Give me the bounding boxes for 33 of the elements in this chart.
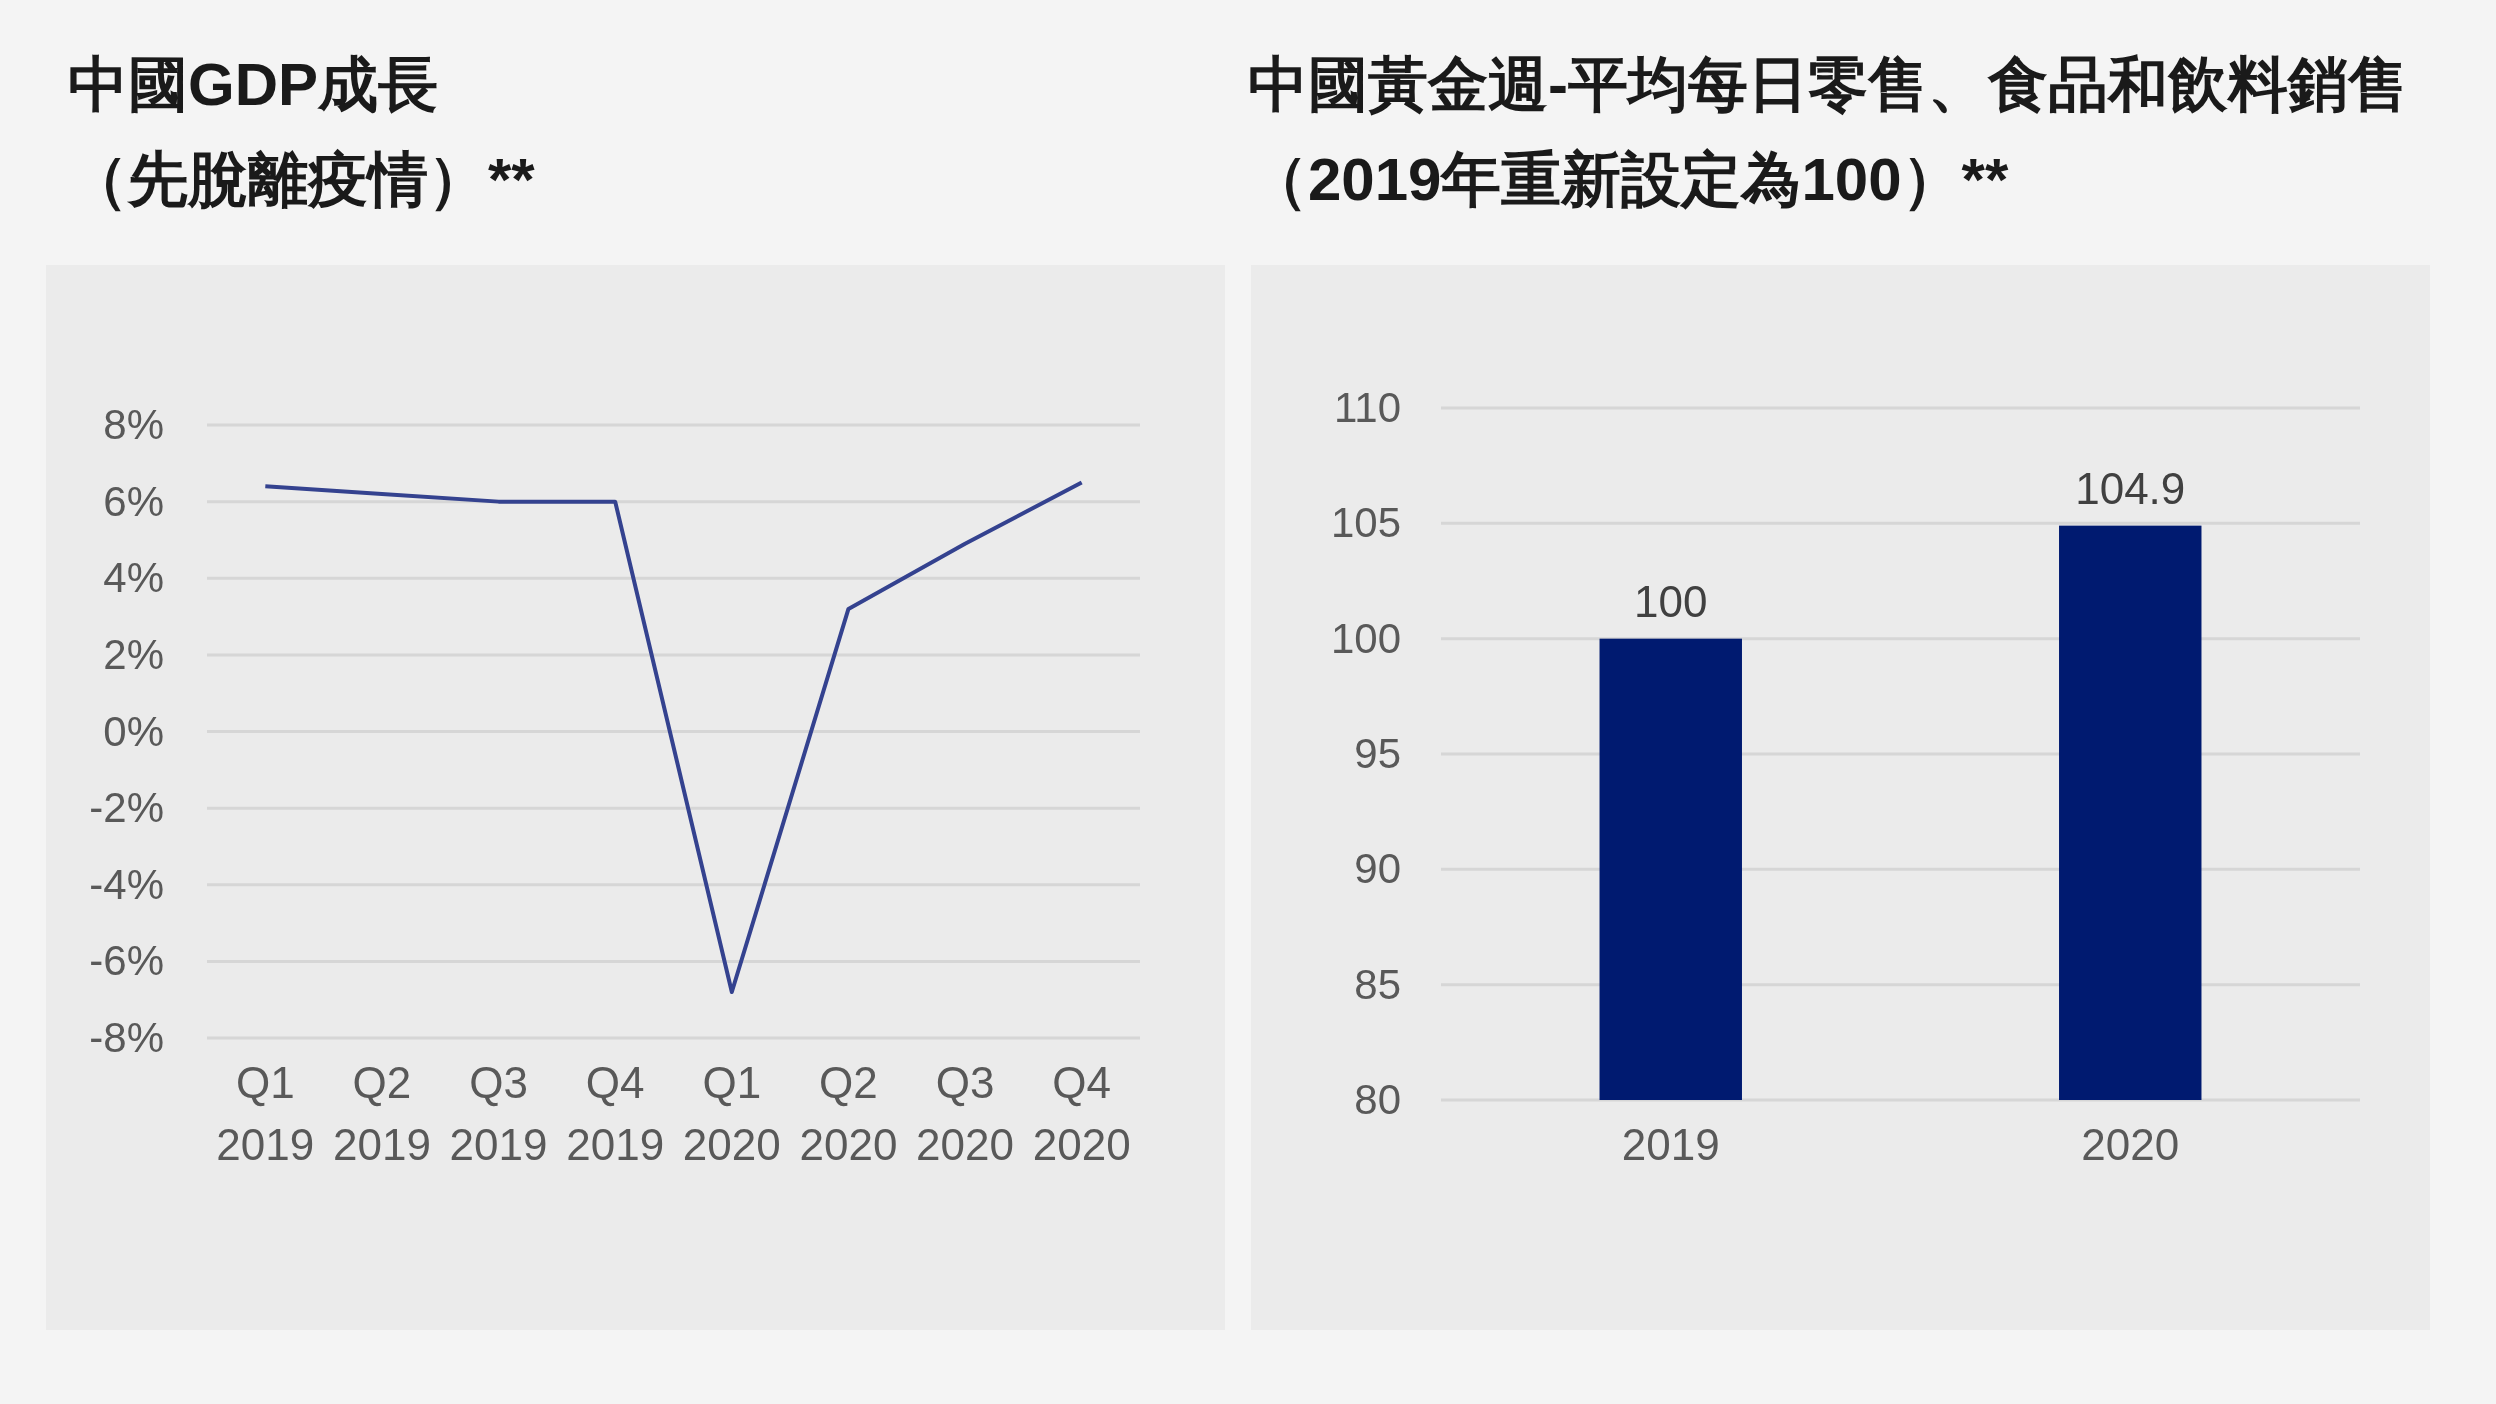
y-tick-label: 8% — [103, 401, 164, 448]
y-tick-label: 4% — [103, 554, 164, 602]
y-tick-label: 100 — [1330, 614, 1401, 662]
x-tick-label: Q4 2020 — [1032, 1058, 1131, 1169]
y-tick-label: -8% — [89, 1014, 164, 1061]
x-tick-label: Q2 2020 — [799, 1058, 898, 1169]
y-tick-label: 2% — [103, 630, 164, 678]
y-tick-label: 0% — [103, 707, 164, 755]
x-tick-label: Q3 2020 — [916, 1058, 1015, 1169]
y-tick-label: 105 — [1330, 499, 1401, 547]
line-series — [263, 480, 1084, 995]
x-tick-label: Q1 2020 — [682, 1058, 781, 1169]
y-tick-label: 110 — [1334, 384, 1401, 431]
data-label: 104.9 — [2075, 463, 2186, 513]
y-tick-label: 90 — [1354, 845, 1401, 893]
y-tick-label: 80 — [1354, 1076, 1401, 1123]
y-tick-label: -4% — [89, 860, 164, 908]
x-tick-label: Q3 2019 — [449, 1058, 548, 1169]
chart-subtitle: （2019年重新設定為100）** — [1248, 146, 2009, 213]
chart-title: 中國黃金週-平均每日零售、食品和飲料銷售 — [1248, 51, 2408, 118]
x-tick-label: Q4 2019 — [566, 1058, 665, 1169]
x-tick-label: Q2 2019 — [332, 1058, 431, 1169]
data-label: 100 — [1634, 576, 1708, 626]
x-tick-label: 2020 — [2081, 1120, 2180, 1169]
y-tick-label: 95 — [1354, 730, 1401, 777]
y-tick-label: 6% — [103, 477, 164, 525]
y-tick-label: -6% — [89, 937, 164, 985]
x-tick-label: 2019 — [1621, 1120, 1720, 1169]
chart-subtitle: （先脫離疫情）** — [68, 146, 536, 213]
x-tick-label: Q1 2019 — [216, 1058, 315, 1169]
y-tick-label: -2% — [89, 784, 164, 832]
y-tick-label: 85 — [1354, 960, 1401, 1008]
chart-title: 中國GDP成長 — [68, 51, 439, 118]
